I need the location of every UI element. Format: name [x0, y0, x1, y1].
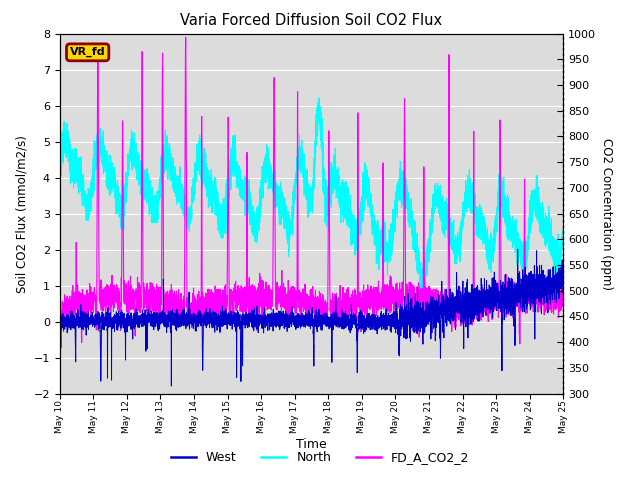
Legend: West, North, FD_A_CO2_2: West, North, FD_A_CO2_2: [166, 446, 474, 469]
Title: Varia Forced Diffusion Soil CO2 Flux: Varia Forced Diffusion Soil CO2 Flux: [180, 13, 442, 28]
Y-axis label: CO2 Concentration (ppm): CO2 Concentration (ppm): [600, 138, 612, 289]
Y-axis label: Soil CO2 Flux (mmol/m2/s): Soil CO2 Flux (mmol/m2/s): [15, 135, 28, 292]
Text: VR_fd: VR_fd: [70, 47, 106, 58]
X-axis label: Time: Time: [296, 438, 327, 451]
